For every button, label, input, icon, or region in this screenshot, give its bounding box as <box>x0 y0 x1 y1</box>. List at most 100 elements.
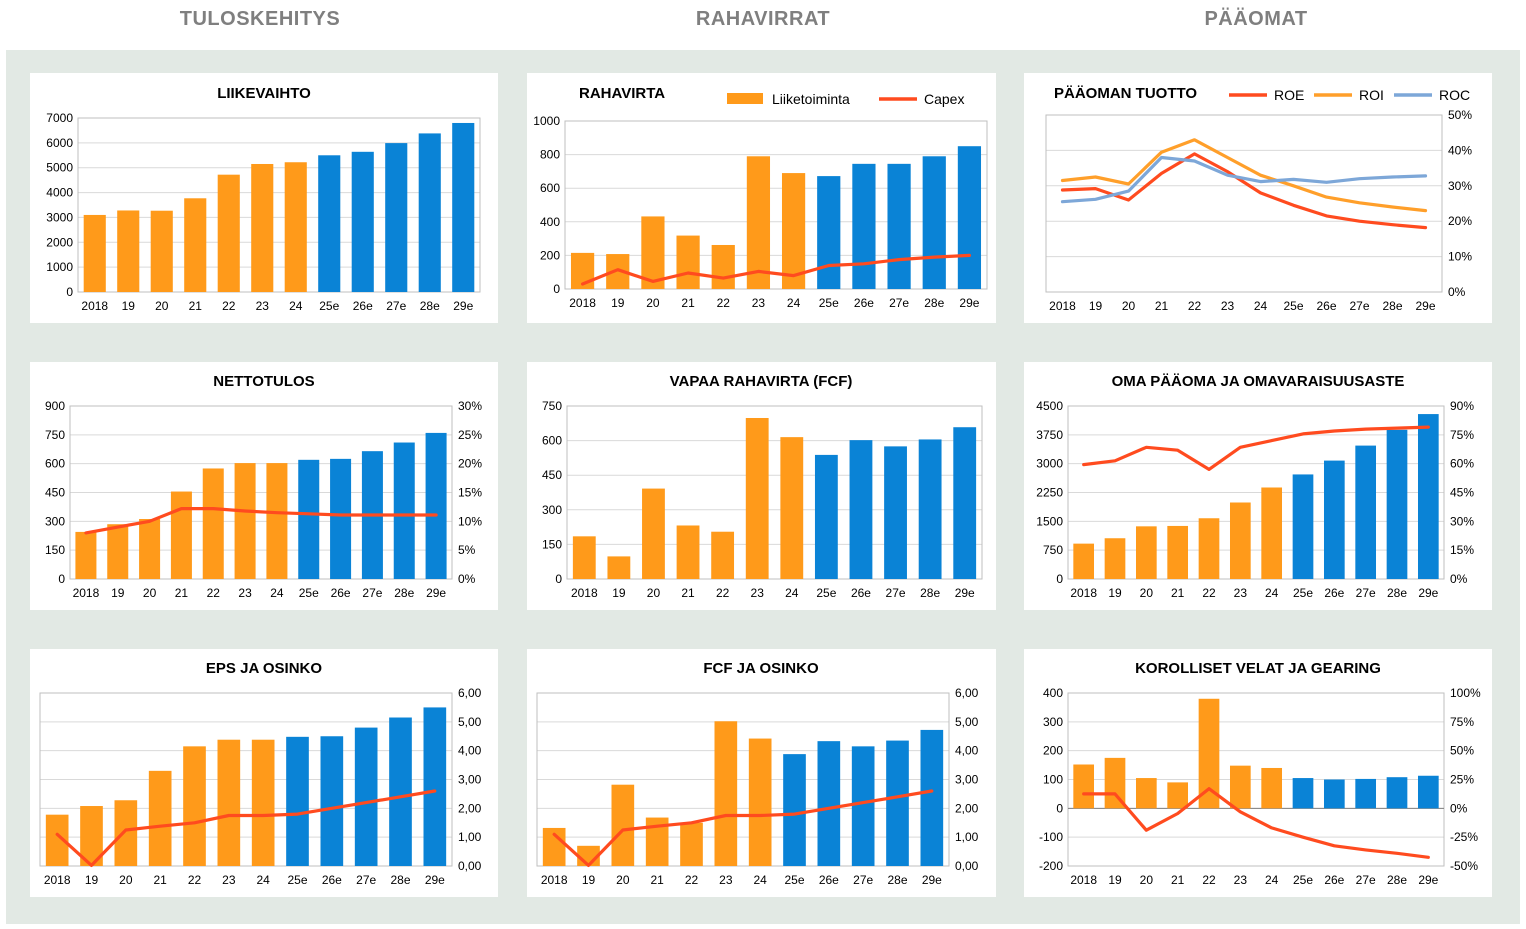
x-tick-label: 29e <box>1418 586 1438 600</box>
x-tick-label: 21 <box>175 586 189 600</box>
x-tick-label: 28e <box>1387 586 1407 600</box>
y2-tick-label: 1,00 <box>955 830 979 844</box>
y2-tick-label: 0% <box>458 572 476 586</box>
bar <box>1073 764 1095 809</box>
bar <box>852 163 876 289</box>
x-tick-label: 27e <box>853 873 873 887</box>
legend-label: ROI <box>1359 87 1384 103</box>
bar <box>148 770 172 866</box>
x-tick-label: 28e <box>420 299 440 313</box>
chart-title: LIIKEVAIHTO <box>217 85 311 102</box>
y2-tick-label: 30% <box>458 399 482 413</box>
bar <box>1167 782 1189 809</box>
x-tick-label: 23 <box>751 586 765 600</box>
x-tick-label: 24 <box>753 873 767 887</box>
x-tick-label: 19 <box>1108 873 1122 887</box>
series-line <box>1060 155 1428 204</box>
y-tick-label: 2250 <box>1036 486 1063 500</box>
bar <box>851 746 875 866</box>
bar <box>117 210 140 292</box>
y-tick-label: 600 <box>540 181 560 195</box>
x-tick-label: 24 <box>785 586 799 600</box>
bar <box>107 524 129 579</box>
y2-tick-label: 30% <box>1450 514 1474 528</box>
bar <box>351 151 374 292</box>
series-line <box>84 507 438 535</box>
x-tick-label: 19 <box>612 586 626 600</box>
bar <box>330 458 352 579</box>
y2-tick-label: 0,00 <box>955 859 979 873</box>
x-tick-label: 20 <box>1140 873 1154 887</box>
x-tick-label: 23 <box>1234 873 1248 887</box>
bar <box>418 133 441 292</box>
x-tick-label: 27e <box>889 296 909 310</box>
bar <box>886 740 909 866</box>
x-tick-label: 19 <box>1108 586 1122 600</box>
bar <box>150 210 173 292</box>
x-tick-label: 28e <box>924 296 944 310</box>
y-tick-label: 0 <box>553 282 560 296</box>
y2-tick-label: 4,00 <box>458 744 482 758</box>
y-tick-label: 600 <box>542 434 562 448</box>
y-tick-label: 750 <box>542 399 562 413</box>
bar <box>953 427 977 579</box>
y-tick-label: 5000 <box>46 161 73 175</box>
x-tick-label: 24 <box>1265 586 1279 600</box>
bar <box>75 531 97 579</box>
y-tick-label: 400 <box>540 215 560 229</box>
panel-eps-osinko: EPS JA OSINKO 0,00 1,00 2,00 3,00 4,00 5,00 6,0… <box>30 649 498 897</box>
x-tick-label: 27e <box>356 873 376 887</box>
x-tick-label: 27e <box>1356 873 1376 887</box>
bar <box>780 437 804 579</box>
bar <box>611 784 635 866</box>
y2-tick-label: 75% <box>1450 428 1474 442</box>
bar <box>114 800 138 866</box>
x-tick-label: 23 <box>1221 299 1235 313</box>
x-tick-label: 2018 <box>1070 873 1097 887</box>
x-tick-label: 29e <box>1415 299 1435 313</box>
bar <box>918 439 942 579</box>
bar <box>957 146 982 289</box>
x-tick-label: 20 <box>143 586 157 600</box>
x-tick-label: 20 <box>119 873 133 887</box>
chart-liikevaihto: LIIKEVAIHTO 0 1000 2000 3000 4000 5000 6000 7000… <box>46 85 481 313</box>
x-tick-label: 26e <box>819 873 839 887</box>
x-tick-label: 2018 <box>571 586 598 600</box>
legend-label: Capex <box>924 91 964 107</box>
plot-frame <box>1067 405 1445 580</box>
plot-frame <box>69 405 453 580</box>
bar <box>680 822 703 866</box>
bar <box>423 707 447 866</box>
x-tick-label: 25e <box>1293 873 1313 887</box>
bar <box>385 143 408 292</box>
bar <box>711 244 735 289</box>
bar <box>234 463 256 579</box>
header-paaomat: PÄÄOMAT <box>1204 8 1308 30</box>
bar <box>1355 778 1377 809</box>
x-tick-label: 29e <box>1418 873 1438 887</box>
x-tick-label: 22 <box>222 299 236 313</box>
bar <box>645 817 669 866</box>
bar <box>139 519 161 579</box>
y2-tick-label: 45% <box>1450 486 1474 500</box>
x-tick-label: 29e <box>959 296 979 310</box>
bar <box>1198 518 1220 579</box>
x-tick-label: 25e <box>1293 586 1313 600</box>
x-tick-label: 19 <box>582 873 596 887</box>
y-tick-label: 300 <box>45 514 65 528</box>
y-tick-label: 4500 <box>1036 399 1063 413</box>
bar <box>286 736 309 866</box>
y-tick-label: 0 <box>1056 801 1063 815</box>
panel-nettotulos: NETTOTULOS 0 0% 150 5% 300 10% 450 15% 600 20% 750 2… <box>30 362 498 610</box>
x-tick-label: 22 <box>1202 586 1216 600</box>
bar <box>714 721 738 866</box>
x-tick-label: 19 <box>111 586 125 600</box>
chart-title: FCF JA OSINKO <box>703 660 819 677</box>
y2-tick-label: 5,00 <box>955 715 979 729</box>
x-tick-label: 22 <box>716 586 730 600</box>
y2-tick-label: 6,00 <box>955 686 979 700</box>
bar <box>745 417 769 579</box>
series-line <box>580 253 971 286</box>
y2-tick-label: 60% <box>1450 457 1474 471</box>
y2-tick-label: 3,00 <box>955 773 979 787</box>
